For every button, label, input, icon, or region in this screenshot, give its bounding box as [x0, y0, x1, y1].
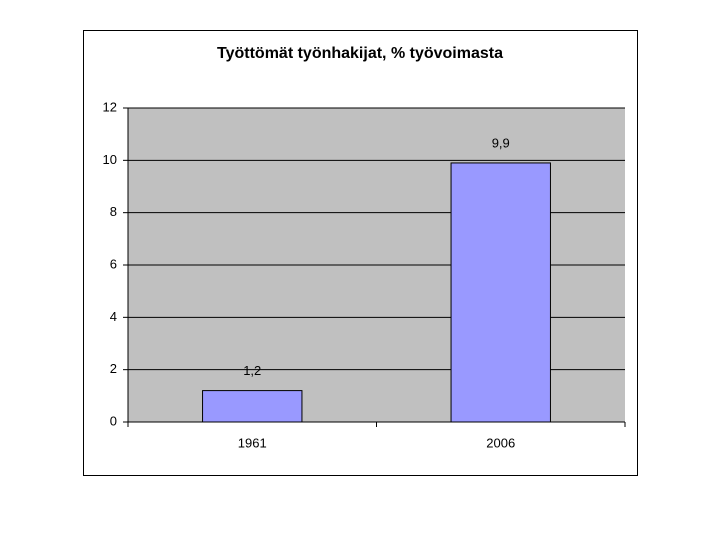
data-label: 1,2: [243, 363, 261, 378]
y-tick-label: 4: [110, 309, 117, 324]
y-tick-label: 12: [103, 99, 117, 114]
x-tick-label: 1961: [238, 435, 267, 450]
bar: [202, 390, 303, 423]
y-tick-label: 0: [110, 413, 117, 428]
y-tick-label: 2: [110, 361, 117, 376]
bar: [450, 162, 551, 423]
y-tick-label: 10: [103, 152, 117, 167]
y-tick-label: 6: [110, 256, 117, 271]
y-tick-label: 8: [110, 204, 117, 219]
x-tick-label: 2006: [486, 435, 515, 450]
data-label: 9,9: [492, 135, 510, 150]
chart-title: Työttömät työnhakijat, % työvoimasta: [217, 45, 503, 62]
